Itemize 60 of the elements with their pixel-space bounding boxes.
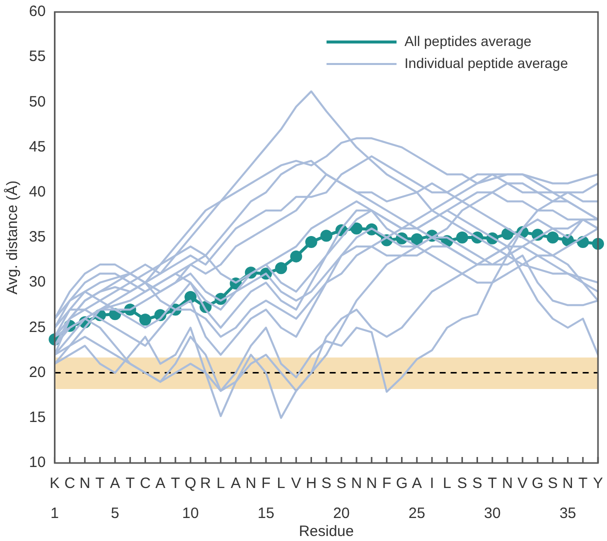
x-tick-label: N: [502, 475, 513, 492]
x-tick-label: N: [245, 475, 256, 492]
x-tick-label: Y: [592, 475, 604, 492]
y-tick-label: 40: [28, 184, 46, 201]
x-tick-label: V: [291, 475, 302, 492]
x-tick-label: N: [366, 475, 378, 492]
y-tick-label: 15: [28, 409, 46, 426]
x-tick-label: T: [95, 475, 105, 492]
x-tick-label: G: [396, 475, 408, 492]
legend-label: Individual peptide average: [404, 54, 568, 71]
x-tick-label: R: [200, 475, 212, 492]
x-tick-label: L: [276, 475, 286, 492]
x-tick-label: S: [548, 475, 558, 492]
x-tick-label: K: [50, 475, 60, 492]
x2-tick-label: 10: [182, 505, 199, 522]
y-tick-label: 25: [28, 318, 46, 336]
x2-tick-label: 25: [408, 505, 426, 522]
legend-label: All peptides average: [404, 32, 532, 49]
y-tick-label: 45: [28, 138, 46, 156]
x-tick-label: A: [110, 475, 120, 492]
y-tick-label: 10: [28, 454, 46, 472]
x-tick-label: G: [532, 475, 544, 492]
x-tick-label: T: [488, 475, 497, 492]
x-tick-label: I: [430, 475, 434, 492]
x-tick-label: T: [170, 475, 180, 492]
x-tick-label: N: [79, 475, 90, 492]
x-tick-label: Q: [184, 475, 196, 492]
x2-tick-label: 35: [559, 505, 576, 522]
x-tick-label: C: [64, 475, 76, 492]
x-tick-label: V: [518, 475, 528, 492]
x-tick-label: T: [578, 475, 588, 492]
y-tick-label: 20: [28, 364, 46, 381]
x2-tick-label: 5: [110, 505, 120, 522]
y-tick-label: 60: [28, 3, 46, 20]
x-tick-label: S: [321, 475, 332, 492]
x-tick-label: C: [140, 475, 151, 492]
x-tick-label: A: [230, 475, 241, 492]
x-tick-label: S: [457, 475, 468, 492]
x-tick-label: N: [351, 475, 362, 492]
x-tick-label: N: [562, 475, 574, 492]
x-tick-label: A: [155, 475, 166, 492]
y-tick-label: 35: [28, 228, 46, 246]
x-axis-title: Residue: [298, 523, 354, 540]
x-tick-label: S: [472, 475, 482, 492]
x-tick-label: F: [261, 475, 271, 492]
y-tick-label: 50: [28, 93, 46, 110]
x-tick-label: L: [442, 475, 452, 492]
x-tick-label: F: [382, 475, 392, 492]
y-tick-label: 55: [28, 48, 46, 66]
x2-tick-label: 15: [258, 505, 274, 522]
x-tick-label: S: [336, 475, 346, 492]
x2-tick-label: 30: [484, 505, 501, 522]
x-tick-label: H: [306, 475, 317, 492]
x-tick-label: A: [412, 475, 422, 492]
x2-tick-label: 1: [50, 505, 59, 522]
x-tick-label: L: [216, 475, 225, 492]
x2-tick-label: 20: [333, 505, 350, 522]
x-tick-label: T: [126, 475, 135, 492]
y-axis-title: Avg. distance (Å): [3, 180, 22, 294]
y-tick-label: 30: [28, 274, 46, 291]
